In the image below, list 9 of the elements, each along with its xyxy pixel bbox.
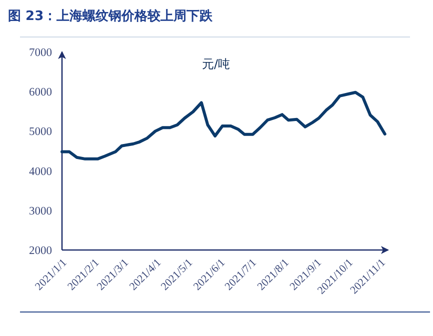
y-axis-title: 元/吨 xyxy=(202,57,230,71)
y-tick-label: 6000 xyxy=(29,86,52,99)
y-tick-label: 7000 xyxy=(29,47,52,59)
y-tick-label: 3000 xyxy=(29,205,52,218)
chart-title: 图 23：上海螺纹钢价格较上周下跌 xyxy=(8,8,214,24)
y-tick-label: 4000 xyxy=(29,166,52,178)
line-series xyxy=(60,90,386,160)
y-tick-label: 2000 xyxy=(29,245,52,257)
y-tick-label: 5000 xyxy=(29,126,52,138)
